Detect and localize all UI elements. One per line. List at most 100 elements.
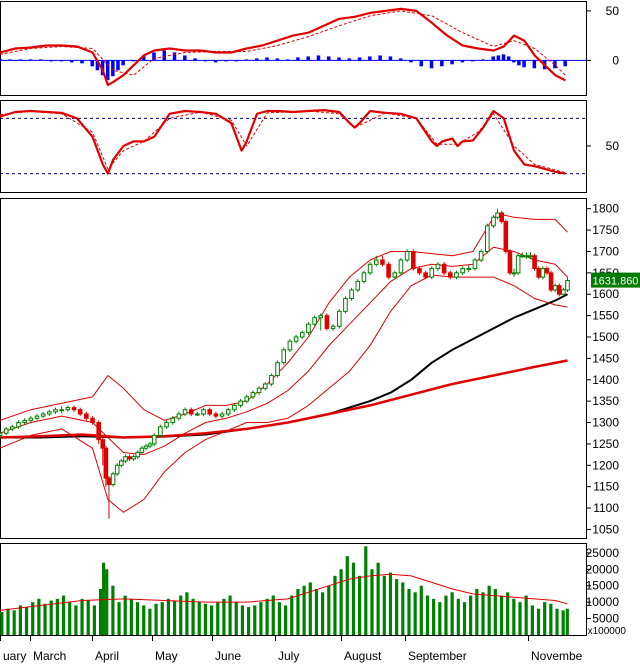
- volume-bar: [302, 585, 306, 635]
- volume-bar: [555, 608, 559, 635]
- volume-unit-label: x100000: [588, 626, 627, 637]
- volume-bar: [308, 582, 312, 635]
- macd-histogram-bar: [39, 59, 43, 61]
- price-tick-label: 1700: [592, 244, 619, 258]
- price-candle-body: [201, 409, 206, 415]
- macd-histogram-bar: [306, 56, 310, 61]
- volume-bar: [246, 607, 251, 635]
- volume-bar: [148, 608, 152, 635]
- volume-bar: [506, 592, 510, 635]
- volume-bar: [364, 546, 368, 635]
- price-tick-label: 1550: [592, 309, 619, 323]
- macd-histogram-bar: [532, 60, 537, 69]
- price-candle-body: [515, 255, 521, 274]
- price-tick-label: 1300: [592, 416, 619, 430]
- month-label: September: [408, 649, 467, 663]
- macd-histogram-bar: [491, 56, 495, 61]
- price-candle-body: [466, 268, 472, 271]
- volume-bar: [172, 600, 177, 635]
- volume-bar: [487, 585, 491, 635]
- macd-histogram-bar: [496, 55, 501, 61]
- volume-bar: [240, 605, 245, 635]
- macd-histogram-bar: [398, 58, 403, 61]
- price-candle-body: [22, 419, 27, 424]
- price-candle-body: [90, 417, 95, 424]
- volume-bar: [536, 608, 541, 635]
- volume-bar: [142, 605, 146, 635]
- macd-histogram-bar: [368, 56, 372, 61]
- month-label: March: [33, 649, 66, 663]
- price-candle-body: [53, 409, 58, 413]
- volume-bar: [339, 569, 343, 635]
- volume-bar: [117, 602, 121, 635]
- stochastic-panel: 50: [0, 100, 619, 193]
- price-candle-body: [478, 250, 484, 261]
- volume-bar: [432, 598, 436, 635]
- macd-histogram-bar: [172, 52, 177, 61]
- price-candle-body: [349, 289, 354, 300]
- price-candle-body: [299, 332, 305, 338]
- macd-histogram-bar: [152, 52, 156, 61]
- volume-bar: [370, 569, 374, 635]
- volume-bar: [102, 562, 106, 635]
- macd-histogram-bar: [95, 60, 100, 71]
- volume-bar: [271, 595, 275, 635]
- price-candle-body: [151, 434, 157, 445]
- price-tick-label: 1600: [592, 287, 619, 301]
- price-candle-body: [195, 413, 200, 416]
- price-candle-body: [250, 392, 256, 398]
- price-candle-body: [386, 263, 391, 278]
- volume-frame: [0, 543, 587, 636]
- volume-bar: [413, 592, 417, 635]
- macd-histogram-bar: [244, 59, 249, 61]
- macd-histogram-bar: [193, 58, 197, 61]
- price-candle-body: [293, 336, 299, 342]
- price-candle-body: [139, 447, 145, 453]
- macd-histogram-bar: [506, 56, 511, 61]
- volume-bar: [296, 589, 300, 635]
- price-line-4: [0, 274, 568, 513]
- price-candle-body: [454, 272, 459, 278]
- price-candle-body: [556, 285, 562, 295]
- volume-bar: [68, 602, 72, 635]
- month-label: July: [278, 649, 299, 663]
- price-candle-body: [380, 259, 385, 265]
- macd-frame: [0, 1, 587, 96]
- volume-bar: [24, 607, 29, 635]
- volume-bar: [209, 605, 214, 635]
- volume-bar: [179, 595, 183, 635]
- volume-bar: [518, 602, 522, 635]
- price-candle-body: [343, 298, 348, 312]
- volume-bar: [561, 610, 565, 635]
- macd-histogram-bar: [357, 57, 362, 61]
- volume-bar: [512, 598, 516, 635]
- volume-bar: [80, 598, 84, 635]
- macd-histogram-bar: [460, 60, 465, 63]
- price-candle-body: [373, 259, 379, 265]
- price-candle-body: [131, 456, 136, 460]
- volume-bar: [543, 602, 547, 635]
- macd-histogram-bar: [409, 60, 413, 63]
- volume-bar: [469, 595, 473, 635]
- volume-bar: [376, 562, 380, 635]
- volume-bar: [185, 592, 189, 635]
- price-candle-body: [441, 263, 447, 274]
- volume-bar: [98, 589, 103, 635]
- volume-tick-label: 20000: [586, 562, 620, 576]
- macd-histogram-bar: [28, 59, 33, 61]
- macd-histogram-bar: [265, 57, 269, 61]
- macd-histogram-bar: [553, 60, 557, 69]
- stochastic-line-1: [0, 110, 566, 174]
- price-candle-body: [176, 413, 182, 419]
- volume-bar: [382, 575, 386, 635]
- price-candle-body: [59, 409, 64, 412]
- price-candle-body: [503, 221, 509, 252]
- price-candle-body: [16, 422, 21, 428]
- volume-bar: [481, 592, 485, 635]
- volume-tick-label: 15000: [586, 579, 620, 593]
- macd-histogram-bar: [285, 59, 290, 61]
- price-tick-label: 1450: [592, 351, 619, 365]
- macd-histogram-bar: [440, 60, 444, 67]
- volume-bar: [197, 602, 201, 635]
- price-tick-label: 1050: [592, 522, 619, 536]
